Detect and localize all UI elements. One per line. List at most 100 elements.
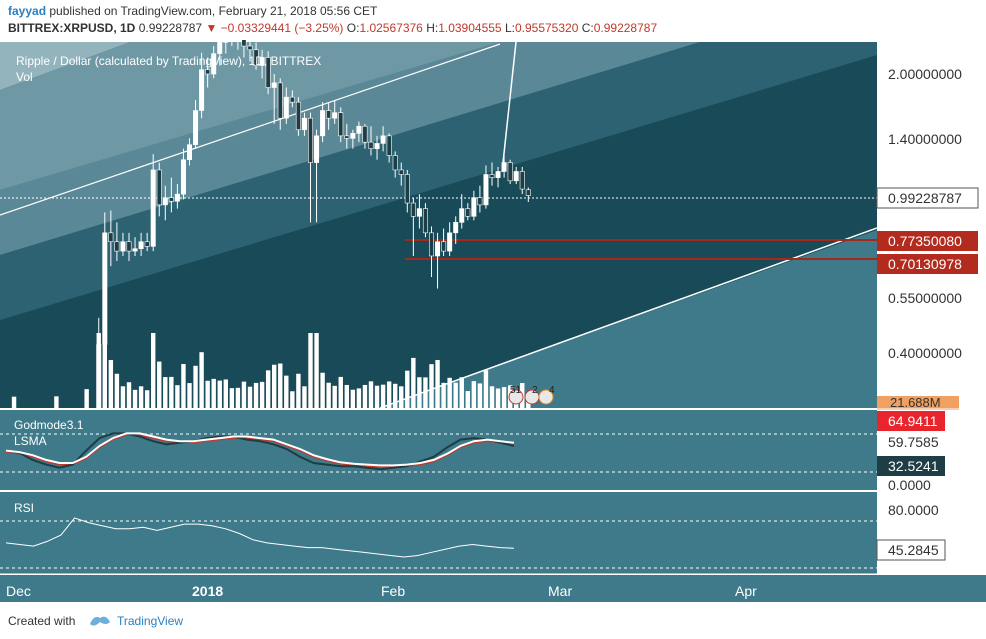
candle-body — [223, 40, 229, 43]
volume-bar — [356, 388, 362, 408]
channel-bands — [0, 42, 877, 408]
volume-bar — [157, 361, 162, 408]
volume-bar — [54, 396, 59, 408]
godmode-panel-bg — [0, 410, 877, 490]
rsi-legend: RSI — [14, 501, 34, 515]
lsma-legend: LSMA — [14, 434, 47, 448]
volume-bar — [501, 387, 507, 408]
candle-body — [314, 135, 320, 163]
godmode-lower-label: 32.5241 — [888, 458, 939, 474]
candle-body — [447, 232, 453, 252]
volume-bar — [265, 370, 271, 408]
volume-bar — [380, 384, 386, 408]
rsi-line — [5, 517, 515, 558]
volume-bar — [453, 382, 458, 408]
volume-bar — [205, 380, 210, 408]
volume-bar — [411, 357, 416, 408]
volume-bar — [126, 382, 132, 408]
time-tick-feb: Feb — [381, 583, 405, 599]
candle-body — [271, 82, 277, 88]
event-marker-1-label: 51 — [510, 385, 522, 396]
ohlc-line: BITTREX:XRPUSD, 1D 0.99228787 ▼ −0.03329… — [8, 21, 657, 35]
volume-bar — [314, 333, 319, 408]
price-tick-04: 0.40000000 — [888, 345, 962, 361]
low-value: 0.95575320 — [514, 21, 579, 35]
candle-body — [410, 202, 416, 217]
created-with-text: Created with — [8, 614, 76, 628]
candle-body — [301, 117, 307, 131]
candle-body — [174, 193, 180, 202]
author-name[interactable]: fayyad — [8, 4, 47, 18]
candle-body — [168, 197, 174, 202]
volume-bar — [344, 384, 349, 408]
candle-body — [404, 174, 410, 204]
volume-bar — [138, 386, 144, 408]
candle-body — [374, 143, 380, 149]
volume-bar — [405, 370, 410, 408]
candle-body — [465, 208, 471, 217]
last-price: 0.99228787 — [138, 21, 203, 35]
volume-bar — [423, 377, 428, 408]
volume-bar — [368, 381, 374, 408]
godmode-current-label: 64.9411 — [888, 413, 938, 429]
volume-bar — [223, 379, 228, 408]
candle-body — [519, 171, 525, 190]
volume-bar — [332, 385, 337, 408]
candle-body — [265, 57, 271, 88]
volume-bar — [386, 381, 392, 408]
volume-bar — [247, 386, 253, 408]
tradingview-brand-link[interactable]: TradingView — [117, 614, 184, 628]
candle-body — [253, 49, 259, 66]
price-tick-14: 1.40000000 — [888, 131, 962, 147]
volume-bar — [483, 370, 489, 408]
last-price-tag — [876, 187, 979, 209]
godmode-current-tag — [877, 411, 945, 431]
volume-bar — [114, 373, 120, 408]
event-marker-3-label: 4 — [549, 385, 555, 396]
volume-bar — [108, 360, 114, 408]
candle-body — [211, 53, 217, 75]
price-chart[interactable]: 2.00000000 1.40000000 0.55000000 0.40000… — [0, 40, 986, 602]
volume-bar — [302, 386, 307, 408]
volume-bar — [495, 388, 501, 408]
candle-body — [513, 171, 519, 182]
candle-body — [386, 135, 392, 156]
candle-body — [338, 112, 344, 137]
open-label: O: — [346, 21, 360, 35]
volume-bar — [429, 364, 434, 408]
event-marker-3[interactable] — [538, 389, 554, 405]
candle-body — [422, 208, 428, 234]
event-marker-2-label: 2 — [532, 385, 538, 396]
volume-bar — [11, 396, 17, 408]
event-marker-1[interactable] — [508, 389, 524, 405]
candle-body — [459, 208, 465, 223]
rsi-panel-bg — [0, 492, 877, 574]
candle-body — [205, 69, 211, 75]
candle-body — [217, 42, 223, 54]
volume-bar — [102, 333, 107, 408]
spike-line — [501, 42, 517, 173]
last-price-label: 0.99228787 — [888, 190, 962, 206]
candle-body — [441, 241, 447, 252]
volume-bar — [235, 387, 241, 408]
event-markers[interactable]: 51 2 4 — [508, 385, 555, 405]
volume-bar — [120, 386, 126, 408]
volume-bar — [477, 383, 483, 408]
candle-body — [362, 125, 368, 143]
volume-bar — [272, 364, 277, 408]
volume-bar — [229, 388, 235, 408]
volume-bar — [465, 391, 470, 408]
candle-body — [114, 241, 120, 252]
candle-body — [289, 96, 295, 103]
volume-bar — [187, 383, 192, 408]
symbol-label: BITTREX:XRPUSD, 1D — [8, 21, 136, 35]
level-upper-tag — [877, 231, 978, 251]
volume-bar — [199, 352, 204, 408]
godmode-zero-label: 0.0000 — [888, 477, 931, 493]
level-lower-tag — [877, 254, 978, 274]
candle-body — [132, 248, 138, 252]
candle-body — [156, 169, 162, 206]
candle-body — [180, 159, 186, 195]
high-label: H: — [426, 21, 439, 35]
volume-bar — [290, 391, 295, 408]
